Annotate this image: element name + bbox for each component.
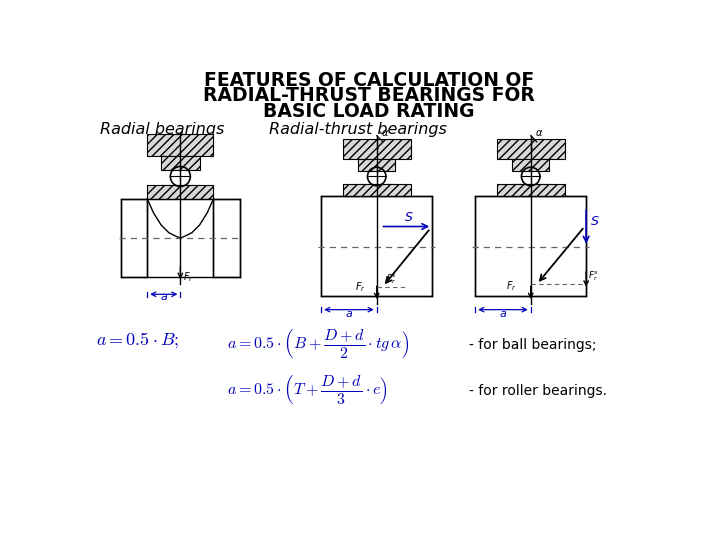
Text: - for ball bearings;: - for ball bearings; (469, 338, 597, 352)
Bar (321, 197, 432, 296)
Bar (121, 199, 148, 276)
Text: $a$: $a$ (345, 308, 353, 319)
Bar (343, 139, 410, 159)
Text: $\alpha$: $\alpha$ (381, 127, 389, 138)
Bar (497, 139, 564, 159)
Text: - for roller bearings.: - for roller bearings. (469, 384, 607, 399)
Text: FEATURES OF CALCULATION OF: FEATURES OF CALCULATION OF (204, 71, 534, 90)
Text: Radial-thrust bearings: Radial-thrust bearings (269, 122, 447, 137)
Text: $S$: $S$ (590, 215, 600, 228)
Text: $\alpha$: $\alpha$ (534, 127, 543, 138)
Bar (359, 159, 395, 171)
Text: $F_r$: $F_r$ (506, 280, 517, 293)
Text: $F_r^s$: $F_r^s$ (588, 270, 599, 284)
Text: $S$: $S$ (403, 211, 413, 224)
Text: BASIC LOAD RATING: BASIC LOAD RATING (264, 102, 474, 121)
Text: $a = 0.5 \cdot \left(T + \dfrac{D+d}{3} \cdot e\right)$: $a = 0.5 \cdot \left(T + \dfrac{D+d}{3} … (227, 373, 387, 406)
Bar (475, 197, 586, 296)
Bar (512, 159, 549, 171)
Text: $a = 0.5 \cdot \left(B + \dfrac{D+d}{2} \cdot tg\,\alpha\right)$: $a = 0.5 \cdot \left(B + \dfrac{D+d}{2} … (227, 327, 408, 360)
Bar (161, 185, 199, 197)
Text: $a$: $a$ (160, 293, 168, 302)
Bar (497, 184, 564, 197)
Text: $a$: $a$ (499, 308, 507, 319)
Bar (359, 184, 395, 195)
Bar (343, 184, 410, 197)
Text: Radial bearings: Radial bearings (99, 122, 224, 137)
Bar (213, 199, 240, 276)
Text: $F_r$: $F_r$ (355, 280, 366, 294)
Bar (512, 184, 549, 195)
Bar (161, 156, 199, 170)
Text: RADIAL-THRUST BEARINGS FOR: RADIAL-THRUST BEARINGS FOR (203, 86, 535, 105)
Bar (148, 134, 213, 156)
Text: $F_r^s$: $F_r^s$ (386, 273, 397, 286)
Text: $F_r$: $F_r$ (184, 271, 194, 284)
Polygon shape (148, 199, 213, 238)
Bar (148, 185, 213, 199)
Text: $a = 0.5 \cdot B;$: $a = 0.5 \cdot B;$ (96, 330, 179, 350)
